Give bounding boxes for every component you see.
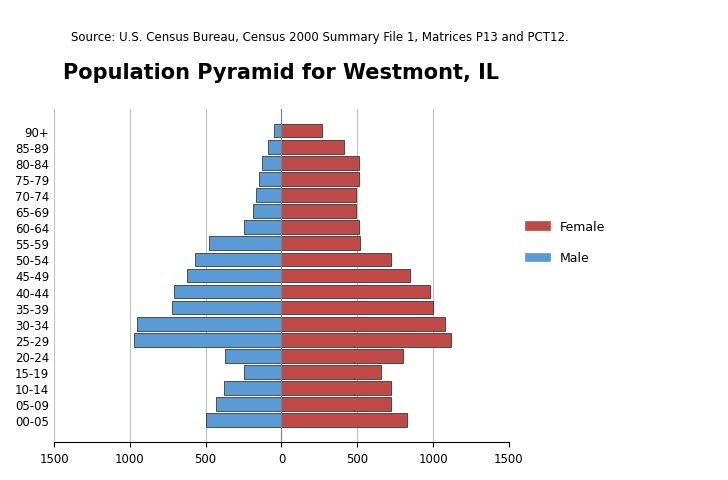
Bar [282,141,344,154]
Bar [135,333,282,347]
Bar [282,382,391,395]
Bar [244,221,282,235]
Bar [282,269,411,283]
Bar [253,205,282,218]
Bar [195,253,282,267]
Bar [274,125,282,138]
Bar [282,333,451,347]
Bar [282,285,430,299]
Bar [256,189,282,203]
Bar [282,253,391,267]
Bar [206,414,282,427]
Bar [282,397,391,411]
Bar [282,349,403,363]
Bar [282,414,407,427]
Bar [282,125,323,138]
Bar [282,221,359,235]
Bar [216,397,282,411]
Bar [188,269,282,283]
Bar [209,237,282,251]
Bar [282,156,359,170]
Bar [282,365,381,379]
Bar [244,365,282,379]
Bar [282,173,359,186]
Bar [282,189,356,203]
Bar [282,301,433,315]
Bar [173,301,282,315]
Bar [226,349,282,363]
Title: Population Pyramid for Westmont, IL: Population Pyramid for Westmont, IL [63,63,499,83]
Bar [282,317,445,331]
Bar [282,237,360,251]
Bar [262,156,282,170]
Legend: Female, Male: Female, Male [520,216,610,270]
Bar [138,317,282,331]
Bar [174,285,282,299]
Bar [258,173,282,186]
Bar [268,141,282,154]
Bar [282,205,356,218]
Text: Source: U.S. Census Bureau, Census 2000 Summary File 1, Matrices P13 and PCT12.: Source: U.S. Census Bureau, Census 2000 … [71,31,569,44]
Bar [224,382,282,395]
